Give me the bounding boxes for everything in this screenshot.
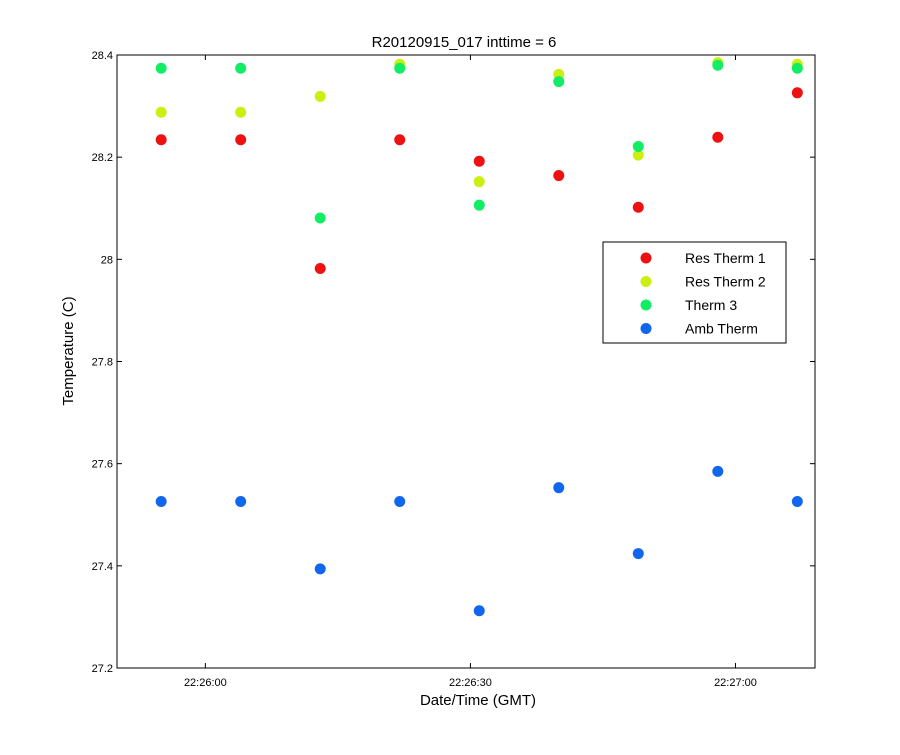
point-res-therm-1 <box>632 201 644 213</box>
x-axis-ticks: 22:26:00 22:26:30 22:27:00 <box>184 55 757 689</box>
point-amb-therm <box>314 563 326 575</box>
point-amb-therm <box>394 495 406 507</box>
point-res-therm-1 <box>394 134 406 146</box>
legend-label: Therm 3 <box>685 297 737 313</box>
point-res-therm-1 <box>473 155 485 167</box>
plot-frame <box>116 54 816 669</box>
x-tick-label: 22:27:00 <box>714 677 757 689</box>
y-tick-label: 27.6 <box>92 459 113 471</box>
point-amb-therm <box>712 465 724 477</box>
chart-title: R20120915_017 inttime = 6 <box>372 34 557 51</box>
legend-label: Res Therm 1 <box>685 250 766 266</box>
point-amb-therm <box>791 495 803 507</box>
x-tick-label: 22:26:00 <box>184 677 227 689</box>
point-res-therm-2 <box>314 90 326 102</box>
y-axis-ticks: 27.2 27.4 27.6 27.8 28 28.2 28.4 <box>92 50 815 675</box>
point-res-therm-1 <box>155 134 167 146</box>
point-therm-3 <box>553 76 565 88</box>
data-points <box>155 57 803 617</box>
point-res-therm-2 <box>473 176 485 188</box>
point-therm-3 <box>235 62 247 74</box>
x-axis-label: Date/Time (GMT) <box>420 692 536 709</box>
y-tick-label: 27.8 <box>92 357 113 369</box>
point-therm-3 <box>791 62 803 74</box>
point-therm-3 <box>712 59 724 71</box>
point-amb-therm <box>235 495 247 507</box>
point-res-therm-1 <box>712 131 724 143</box>
legend-marker <box>640 323 652 334</box>
legend-marker <box>640 276 652 287</box>
point-amb-therm <box>632 548 644 560</box>
point-res-therm-1 <box>314 263 326 275</box>
point-res-therm-1 <box>235 134 247 146</box>
point-res-therm-1 <box>791 87 803 99</box>
x-tick-label: 22:26:30 <box>449 677 492 689</box>
y-tick-label: 28.2 <box>92 152 113 164</box>
point-therm-3 <box>394 62 406 74</box>
legend: Res Therm 1 Res Therm 2 Therm 3 Amb Therm <box>602 241 787 344</box>
y-tick-label: 28.4 <box>92 50 113 62</box>
legend-label: Amb Therm <box>685 321 758 337</box>
legend-marker <box>640 299 652 311</box>
point-therm-3 <box>314 212 326 224</box>
point-amb-therm <box>473 605 485 617</box>
point-therm-3 <box>155 62 167 74</box>
y-tick-label: 28 <box>101 254 113 266</box>
point-res-therm-2 <box>632 149 644 161</box>
point-amb-therm <box>553 482 565 494</box>
point-res-therm-2 <box>235 106 247 118</box>
y-tick-label: 27.4 <box>92 561 113 573</box>
legend-marker <box>640 252 652 264</box>
legend-label: Res Therm 2 <box>685 274 766 290</box>
point-therm-3 <box>632 140 644 152</box>
legend-box <box>602 241 787 344</box>
point-therm-3 <box>473 199 485 211</box>
point-res-therm-1 <box>553 170 565 182</box>
point-res-therm-2 <box>155 106 167 118</box>
legend-items: Res Therm 1 Res Therm 2 Therm 3 Amb Therm <box>640 250 766 337</box>
y-axis-label: Temperature (C) <box>60 296 77 405</box>
y-tick-label: 27.2 <box>92 663 113 675</box>
point-amb-therm <box>155 495 167 507</box>
